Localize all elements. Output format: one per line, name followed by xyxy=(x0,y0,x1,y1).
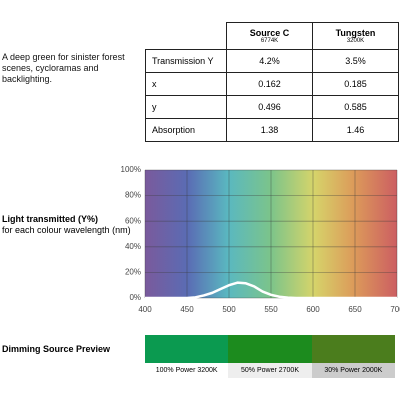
chart-title: Light transmitted (Y%) xyxy=(2,214,98,224)
description: A deep green for sinister forest scenes,… xyxy=(2,52,125,84)
row-label: Transmission Y xyxy=(145,49,227,73)
y-tick-label: 80% xyxy=(125,191,141,200)
x-tick-label: 550 xyxy=(264,305,278,314)
cell: 4.2% xyxy=(226,49,313,73)
y-tick-label: 60% xyxy=(125,216,141,225)
y-tick-label: 20% xyxy=(125,268,141,277)
swatch-label: 100% Power 3200K xyxy=(145,363,229,378)
swatch xyxy=(145,335,229,363)
row-label: y xyxy=(145,95,227,119)
x-tick-label: 650 xyxy=(348,305,362,314)
cell: 0.185 xyxy=(312,72,399,96)
chart-label: Light transmitted (Y%) for each colour w… xyxy=(2,214,142,236)
chart-subtitle: for each colour wavelength (nm) xyxy=(2,225,131,235)
header-name: Source C xyxy=(249,28,290,38)
x-tick-label: 700 xyxy=(390,305,400,314)
empty-cell xyxy=(146,23,227,50)
y-tick-label: 0% xyxy=(129,293,141,302)
cell: 1.38 xyxy=(226,118,313,142)
header-sub: 3200K xyxy=(346,38,365,44)
chart: 0% 20% 40% 60% 80% 100% 400 450 500 550 600 650 700 xyxy=(121,165,400,314)
swatch xyxy=(311,335,395,363)
header-cell: Source C 6774K xyxy=(226,22,313,50)
cell: 0.585 xyxy=(312,95,399,119)
row-label: Absorption xyxy=(145,118,227,142)
y-tick-label: 40% xyxy=(125,242,141,251)
swatch-label: 30% Power 2000K xyxy=(311,363,395,378)
transmission-curve xyxy=(145,281,397,300)
x-tick-label: 600 xyxy=(306,305,320,314)
x-tick-label: 450 xyxy=(180,305,194,314)
x-tick-label: 400 xyxy=(138,305,152,314)
row-label: x xyxy=(145,72,227,96)
cell: 0.162 xyxy=(226,72,313,96)
spec-table: Source C 6774K Tungsten 3200K Transmission… xyxy=(145,22,399,142)
swatch-label: 50% Power 2700K xyxy=(228,363,312,378)
cell: 0.496 xyxy=(226,95,313,119)
header-sub: 6774K xyxy=(260,38,279,44)
cell: 3.5% xyxy=(312,49,399,73)
y-tick-label: 100% xyxy=(121,165,141,174)
x-tick-label: 500 xyxy=(222,305,236,314)
spectrum-background xyxy=(145,170,397,298)
dimming-title: Dimming Source Preview xyxy=(2,344,111,354)
cell: 1.46 xyxy=(312,118,399,142)
swatch xyxy=(228,335,312,363)
header-name: Tungsten xyxy=(335,28,376,38)
header-cell: Tungsten 3200K xyxy=(312,22,399,50)
